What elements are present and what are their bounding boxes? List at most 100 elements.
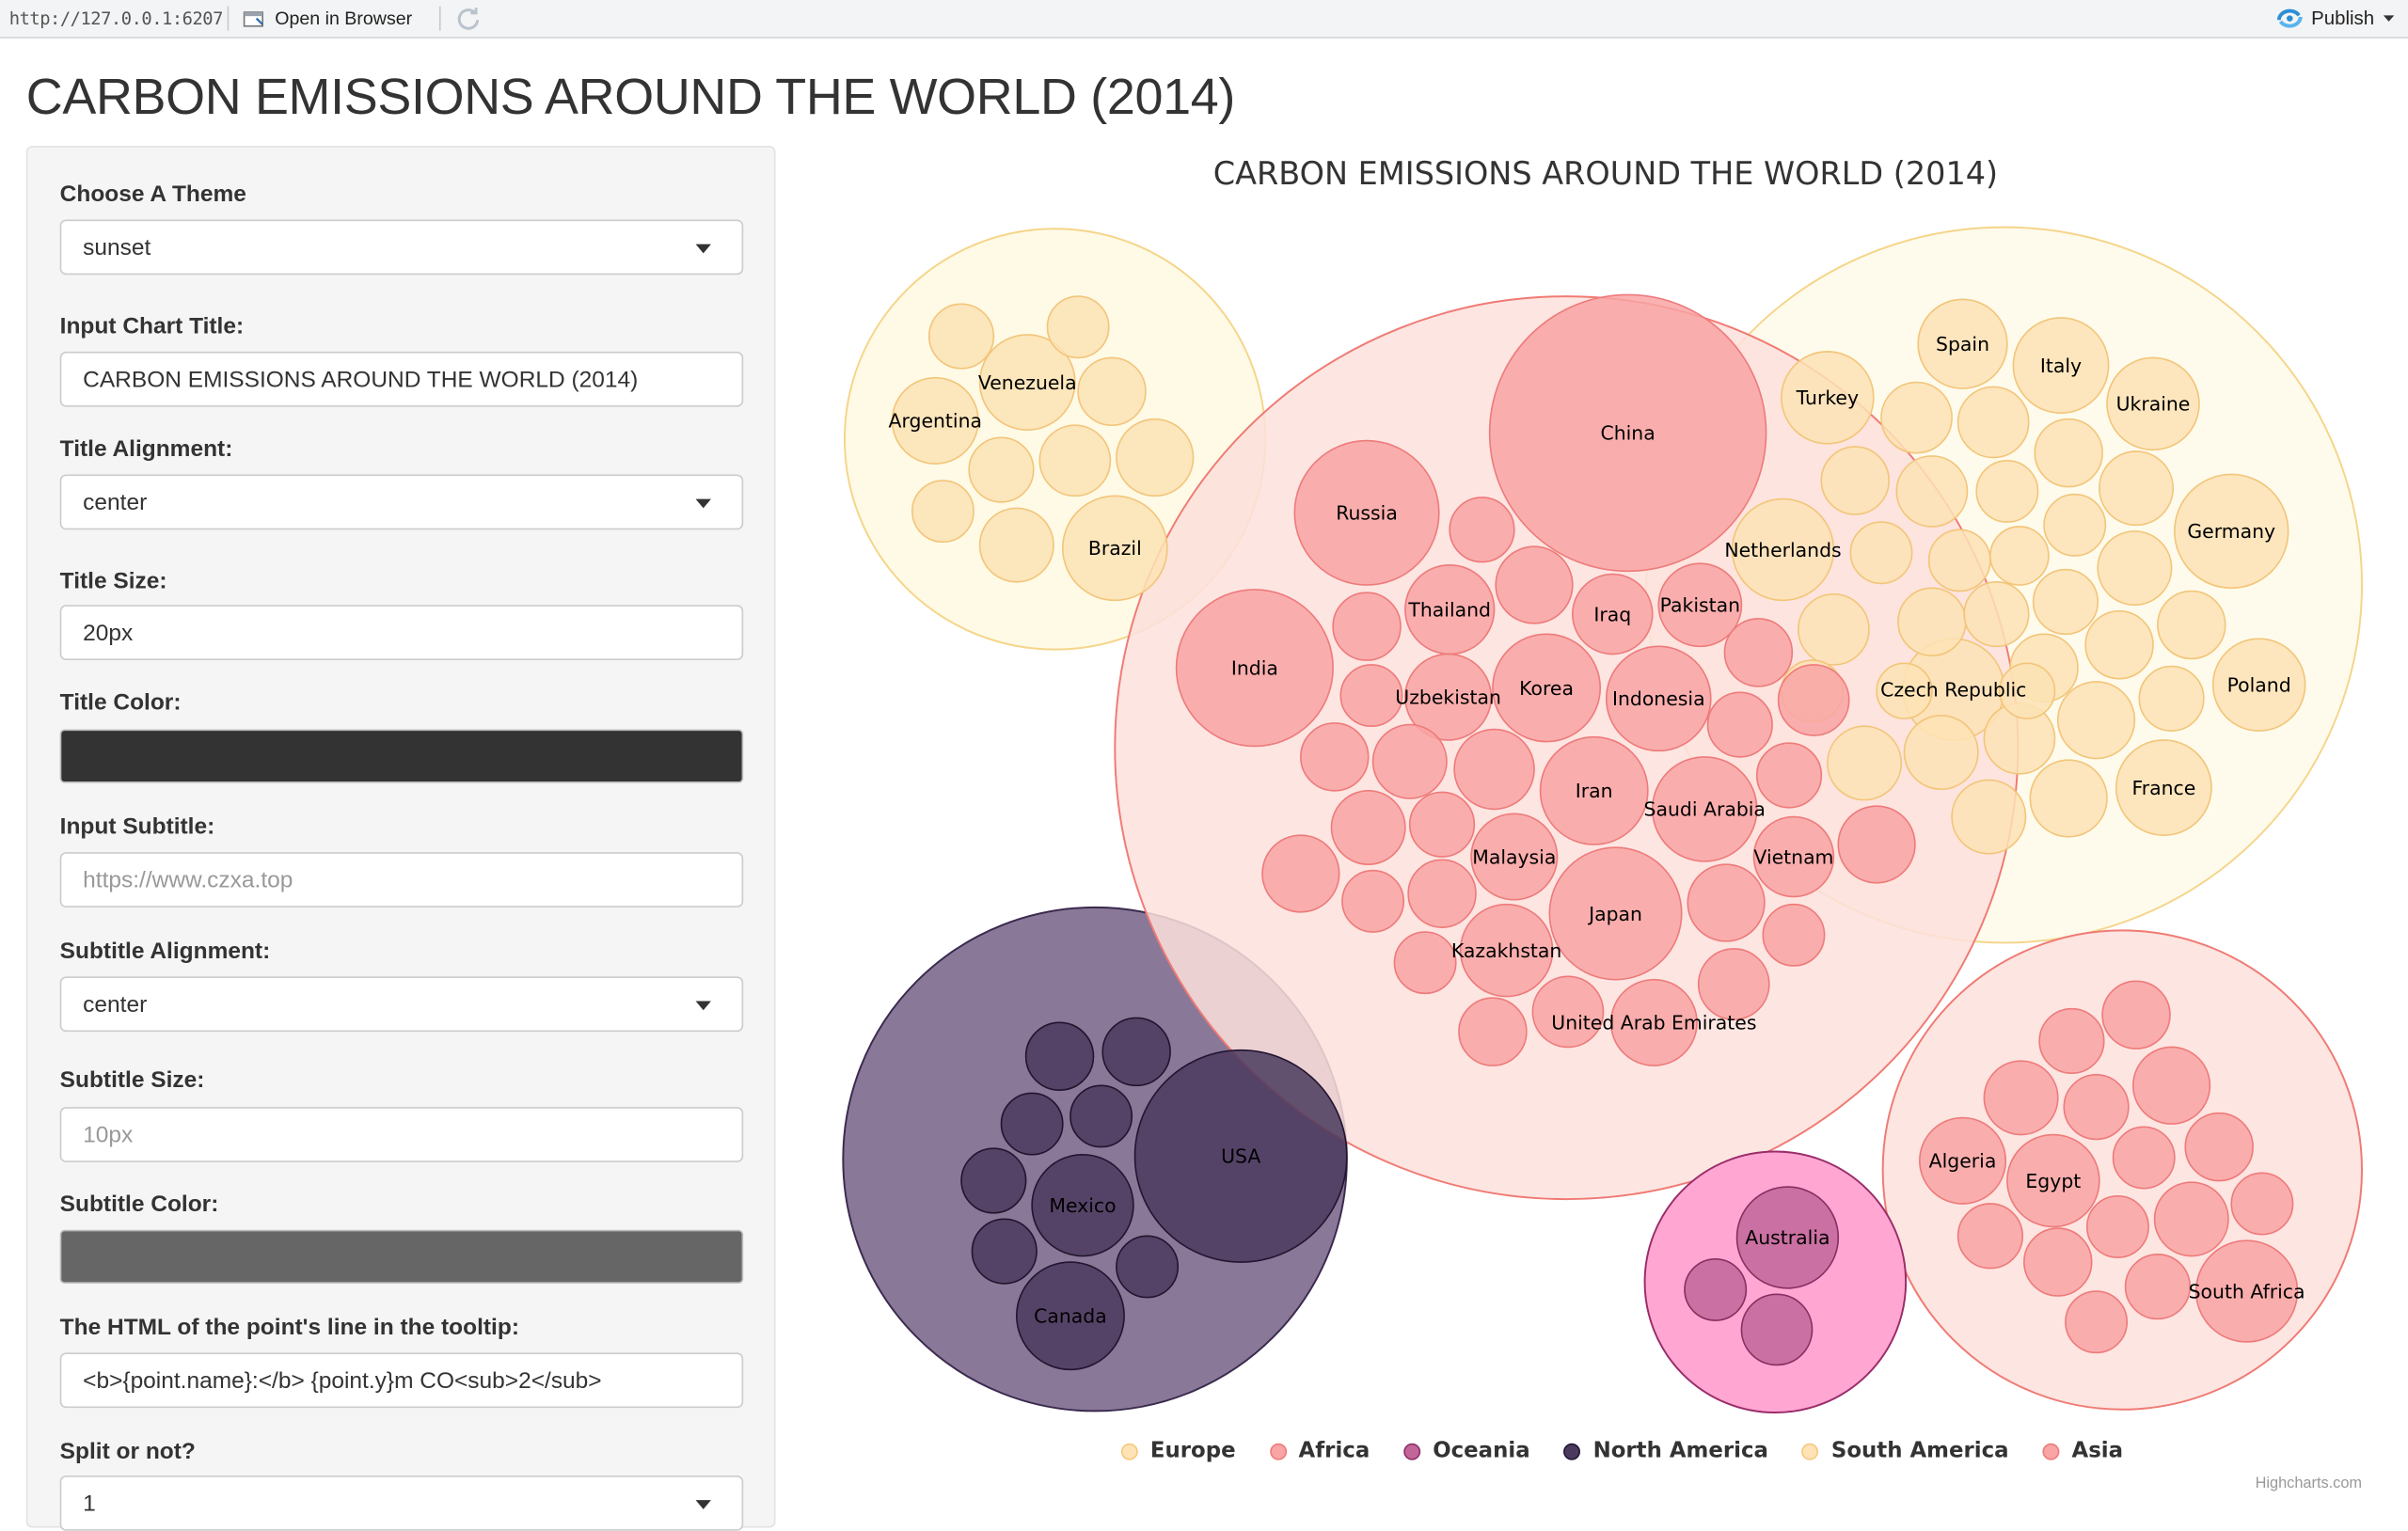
data-bubble[interactable] <box>1657 562 1743 648</box>
data-bubble[interactable] <box>1459 903 1554 998</box>
data-bubble[interactable] <box>1133 1049 1348 1263</box>
data-bubble[interactable] <box>1956 1203 2024 1270</box>
data-bubble[interactable] <box>1897 587 1967 656</box>
data-bubble[interactable] <box>1781 351 1875 445</box>
data-bubble[interactable] <box>1000 1092 1064 1156</box>
data-bubble[interactable] <box>2115 739 2212 836</box>
theme-select[interactable]: sunset <box>59 219 744 276</box>
data-bubble[interactable] <box>2065 1290 2129 1354</box>
data-bubble[interactable] <box>1827 725 1903 801</box>
data-bubble[interactable] <box>1101 1017 1171 1087</box>
data-bubble[interactable] <box>927 303 995 370</box>
data-bubble[interactable] <box>1919 1116 2007 1205</box>
data-bubble[interactable] <box>1116 418 1195 497</box>
data-bubble[interactable] <box>2106 356 2200 451</box>
data-bubble[interactable] <box>1572 573 1654 655</box>
data-bubble[interactable] <box>1495 545 1574 624</box>
data-bubble[interactable] <box>1820 446 1890 515</box>
data-bubble[interactable] <box>1449 497 1515 563</box>
tooltip-html-input[interactable]: <b>{point.name}:</b> {point.y}m CO<sub>2… <box>59 1352 744 1409</box>
data-bubble[interactable] <box>2194 1239 2299 1343</box>
data-bubble[interactable] <box>960 1147 1027 1214</box>
data-bubble[interactable] <box>1849 521 1913 585</box>
chart-credits[interactable]: Highcharts.com <box>2255 1475 2363 1492</box>
legend-item-south-america[interactable]: South America <box>1801 1439 2009 1463</box>
data-bubble[interactable] <box>1895 455 1969 528</box>
data-bubble[interactable] <box>1175 589 1334 748</box>
data-bubble[interactable] <box>2029 759 2108 838</box>
data-bubble[interactable] <box>1684 1257 1748 1321</box>
data-bubble[interactable] <box>1989 526 2050 586</box>
data-bubble[interactable] <box>1488 293 1767 573</box>
title-size-input[interactable]: 20px <box>59 605 744 661</box>
data-bubble[interactable] <box>2032 568 2099 636</box>
data-bubble[interactable] <box>1038 424 1112 497</box>
data-bubble[interactable] <box>1458 997 1528 1066</box>
data-bubble[interactable] <box>1061 495 1168 602</box>
data-bubble[interactable] <box>971 1218 1038 1285</box>
legend-item-europe[interactable]: Europe <box>1120 1439 1236 1463</box>
data-bubble[interactable] <box>2174 473 2289 590</box>
data-bubble[interactable] <box>2006 1133 2100 1228</box>
data-bubble[interactable] <box>1837 805 1916 884</box>
data-bubble[interactable] <box>978 334 1076 431</box>
legend-item-oceania[interactable]: Oceania <box>1403 1439 1530 1463</box>
data-bubble[interactable] <box>1956 386 2030 459</box>
legend-item-asia[interactable]: Asia <box>2042 1439 2123 1463</box>
refresh-icon[interactable] <box>454 5 482 32</box>
data-bubble[interactable] <box>1706 691 1773 758</box>
data-bubble[interactable] <box>891 376 979 465</box>
data-bubble[interactable] <box>1539 735 1649 845</box>
data-bubble[interactable] <box>2012 317 2110 415</box>
data-bubble[interactable] <box>1752 815 1835 898</box>
data-bubble[interactable] <box>1687 863 1766 942</box>
data-bubble[interactable] <box>1740 1293 1814 1366</box>
data-bubble[interactable] <box>1548 846 1683 981</box>
data-bubble[interactable] <box>1876 662 1933 719</box>
title-color-picker[interactable] <box>59 729 744 783</box>
legend-item-north-america[interactable]: North America <box>1563 1439 1768 1463</box>
data-bubble[interactable] <box>1339 664 1403 728</box>
subtitle-size-input[interactable]: 10px <box>59 1107 744 1162</box>
data-bubble[interactable] <box>1755 742 1823 809</box>
data-bubble[interactable] <box>1609 978 1698 1066</box>
data-bubble[interactable] <box>2153 1181 2229 1257</box>
data-bubble[interactable] <box>2023 1227 2093 1297</box>
data-bubble[interactable] <box>1927 529 1991 592</box>
data-bubble[interactable] <box>2043 493 2107 557</box>
data-bubble[interactable] <box>1046 295 1110 359</box>
data-bubble[interactable] <box>2034 418 2103 488</box>
legend-item-africa[interactable]: Africa <box>1269 1439 1370 1463</box>
data-bubble[interactable] <box>1016 1261 1125 1371</box>
data-bubble[interactable] <box>1903 715 1979 791</box>
data-bubble[interactable] <box>1697 948 1770 1020</box>
data-bubble[interactable] <box>2131 1046 2211 1125</box>
data-bubble[interactable] <box>1261 834 1340 913</box>
data-bubble[interactable] <box>1116 1235 1180 1299</box>
data-bubble[interactable] <box>2097 530 2173 607</box>
data-bubble[interactable] <box>1492 633 1602 743</box>
data-bubble[interactable] <box>2112 1126 2176 1190</box>
data-bubble[interactable] <box>968 436 1035 503</box>
data-bubble[interactable] <box>1735 1186 1840 1289</box>
data-bubble[interactable] <box>1762 903 1826 967</box>
data-bubble[interactable] <box>1371 723 1448 799</box>
data-bubble[interactable] <box>2085 1195 2149 1258</box>
data-bubble[interactable] <box>1300 722 1370 792</box>
data-bubble[interactable] <box>1024 1021 1095 1092</box>
data-bubble[interactable] <box>2084 609 2154 680</box>
data-bubble[interactable] <box>1393 931 1457 995</box>
data-bubble[interactable] <box>1531 975 1605 1049</box>
data-bubble[interactable] <box>1798 593 1870 666</box>
data-bubble[interactable] <box>1332 592 1402 661</box>
data-bubble[interactable] <box>1723 618 1794 687</box>
data-bubble[interactable] <box>2099 450 2175 527</box>
data-bubble[interactable] <box>1983 1060 2059 1136</box>
data-bubble[interactable] <box>1330 790 1406 866</box>
data-bubble[interactable] <box>1880 381 1953 454</box>
data-bubble[interactable] <box>1975 459 2039 523</box>
data-bubble[interactable] <box>911 480 974 544</box>
data-bubble[interactable] <box>2211 638 2306 732</box>
data-bubble[interactable] <box>1453 728 1535 811</box>
data-bubble[interactable] <box>1651 756 1758 862</box>
